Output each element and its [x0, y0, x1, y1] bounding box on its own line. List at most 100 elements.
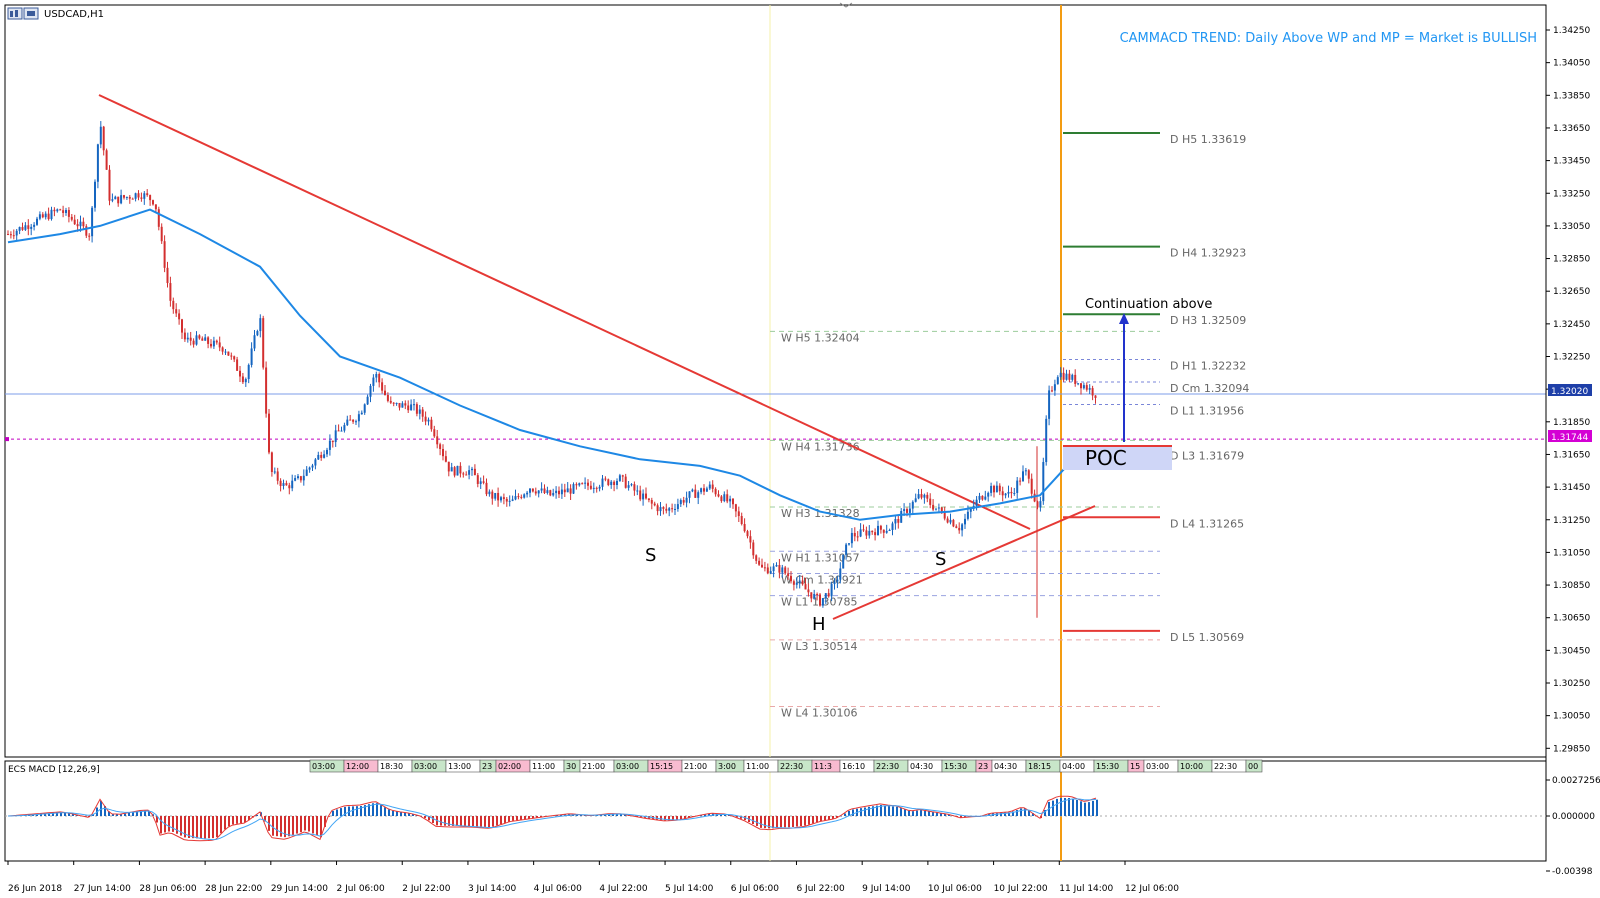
- candle-body: [276, 471, 279, 481]
- candle-body: [468, 470, 471, 475]
- session-cell-label: 03:00: [414, 762, 437, 771]
- macd-bar: [228, 816, 230, 827]
- macd-bar: [204, 816, 206, 839]
- macd-bar: [1016, 810, 1018, 816]
- candle-body: [224, 351, 227, 353]
- candle-body: [96, 144, 99, 182]
- candle-body: [720, 496, 723, 502]
- candle-body: [859, 529, 862, 537]
- price-axis-label: 1.31450: [1553, 483, 1590, 493]
- session-cell-label: 03:00: [1146, 762, 1169, 771]
- macd-bar: [104, 806, 106, 816]
- weekly-level-label: W H1 1.31057: [781, 551, 860, 564]
- macd-bar: [244, 816, 246, 823]
- candle-body: [36, 218, 38, 225]
- candle-body: [662, 507, 665, 509]
- left-shoulder-label: S: [645, 545, 656, 566]
- macd-bar: [1080, 801, 1082, 816]
- candle-body: [378, 373, 381, 383]
- candle-body: [384, 390, 386, 395]
- candle-body: [218, 342, 221, 348]
- poc-box[interactable]: [1063, 446, 1172, 470]
- candle-body: [816, 593, 819, 595]
- candle-body: [1062, 372, 1065, 380]
- candle-body: [363, 404, 366, 413]
- candle-body: [830, 584, 833, 597]
- symbol-icon[interactable]: [7, 7, 39, 20]
- candle-body: [291, 480, 294, 489]
- macd-bar: [928, 811, 930, 816]
- macd-bar: [956, 816, 958, 817]
- macd-bar: [516, 816, 518, 821]
- uptrend-line[interactable]: [832, 505, 1096, 620]
- candle-body: [1074, 374, 1077, 384]
- time-axis-label: 4 Jul 22:00: [599, 884, 648, 894]
- candle-body: [421, 409, 424, 417]
- candle-body: [1048, 390, 1051, 419]
- price-axis-label: 1.29850: [1553, 744, 1590, 754]
- macd-bar: [620, 813, 622, 816]
- macd-bar: [208, 816, 210, 839]
- candle-body: [975, 499, 978, 506]
- candle-body: [453, 467, 456, 476]
- candle-body: [526, 492, 529, 495]
- macd-bar: [196, 816, 198, 839]
- weekly-level-label: W H4 1.31736: [781, 440, 860, 453]
- candle-body: [984, 496, 987, 500]
- macd-bar: [480, 816, 482, 827]
- macd-bar: [1096, 799, 1098, 816]
- macd-bar: [272, 816, 274, 836]
- candle-body: [636, 490, 639, 492]
- candle-body: [152, 200, 154, 205]
- candle-body: [282, 483, 285, 486]
- macd-bar: [380, 805, 382, 816]
- session-cell-label: 11:3: [814, 762, 832, 771]
- macd-bar: [128, 813, 130, 816]
- candle-body: [1094, 395, 1097, 398]
- price-axis-label: 1.30250: [1553, 679, 1590, 689]
- macd-bar: [708, 813, 710, 816]
- macd-bar: [1056, 798, 1058, 816]
- session-cell-label: 04:30: [910, 762, 933, 771]
- candle-body: [128, 196, 131, 199]
- candle-body: [642, 493, 645, 500]
- candle-body: [297, 476, 299, 479]
- candle-body: [877, 525, 879, 536]
- candle-body: [732, 498, 734, 505]
- macd-bar: [176, 816, 178, 834]
- candle-body: [413, 404, 415, 406]
- candle-body: [726, 494, 729, 502]
- scroll-marker-icon[interactable]: [839, 2, 853, 8]
- macd-axis: 0.0027256 0.000000 -0.00398: [1546, 776, 1600, 877]
- macd-bar: [52, 812, 54, 816]
- macd-bar: [892, 806, 894, 816]
- time-axis[interactable]: 26 Jun 2018 27 Jun 14:00 28 Jun 06:00 28 Ju…: [7, 861, 1179, 894]
- macd-bar: [488, 816, 490, 828]
- macd-bar: [504, 816, 506, 823]
- candle-body: [1001, 491, 1004, 496]
- session-cell-label: 23: [978, 762, 988, 771]
- macd-bar: [408, 813, 410, 816]
- candle-body: [44, 213, 47, 218]
- candle-body: [810, 592, 813, 599]
- macd-bar: [484, 816, 486, 827]
- candle-body: [494, 492, 497, 499]
- session-cell-label: 00: [1248, 762, 1258, 771]
- daily-level-label: D H4 1.32923: [1170, 247, 1246, 260]
- downtrend-line[interactable]: [98, 94, 1031, 530]
- candle-body: [908, 508, 911, 513]
- session-cell-label: 04:00: [1062, 762, 1085, 771]
- macd-bar: [536, 816, 538, 818]
- macd-bar: [756, 816, 758, 826]
- candle-body: [326, 449, 328, 455]
- macd-bar: [684, 816, 686, 819]
- candle-body: [560, 489, 563, 495]
- macd-bar: [700, 815, 702, 816]
- arrow-up-icon: [1119, 313, 1129, 324]
- candle-body: [836, 579, 839, 582]
- price-axis-label: 1.32450: [1553, 320, 1590, 330]
- candle-body: [1077, 383, 1080, 385]
- candle-body: [334, 430, 337, 443]
- macd-bar: [736, 816, 738, 818]
